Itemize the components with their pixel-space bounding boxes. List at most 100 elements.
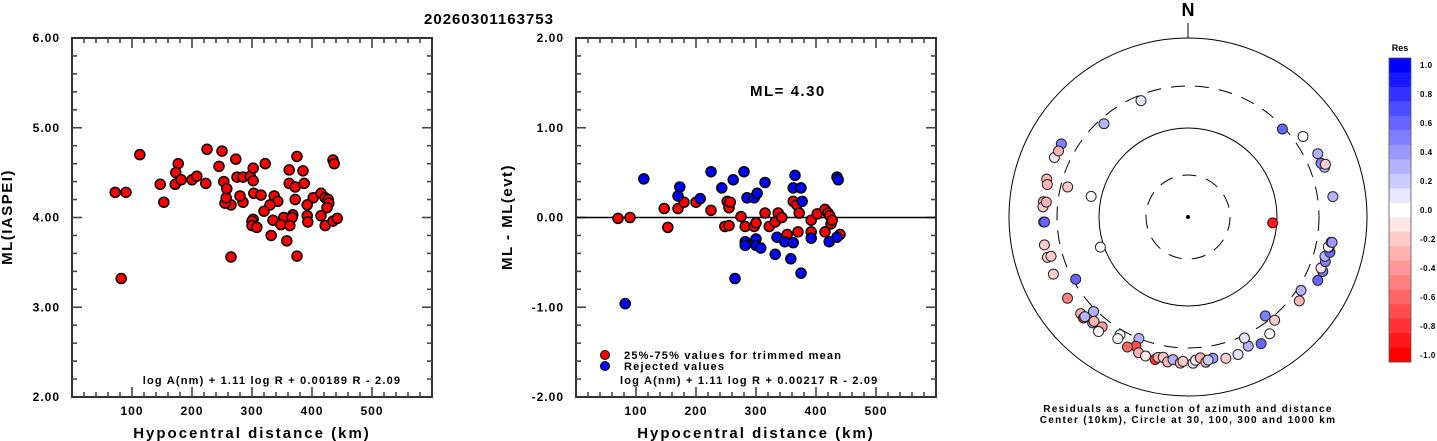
colorbar-label: 0.0	[1420, 206, 1433, 215]
station-marker	[1327, 191, 1339, 203]
data-point	[283, 164, 295, 176]
station-marker	[1052, 145, 1064, 157]
trimmed-point	[724, 196, 736, 208]
trimmed-point	[826, 214, 838, 226]
station-marker	[1312, 274, 1324, 286]
station-marker	[1293, 295, 1305, 307]
magnitude-plot-ticks	[72, 38, 432, 397]
data-point	[225, 251, 237, 263]
data-point	[289, 193, 301, 206]
y-tick-label: 2.00	[33, 390, 60, 404]
y-tick-label: 5.00	[33, 121, 60, 135]
colorbar-label: -0.8	[1420, 322, 1436, 331]
station-marker	[1259, 310, 1271, 322]
rejected-point	[805, 232, 817, 244]
legend-label-trimmed: 25%-75% values for trimmed mean	[624, 350, 842, 362]
trimmed-point	[735, 210, 747, 223]
trimmed-point	[658, 202, 670, 215]
station-marker	[1079, 311, 1091, 323]
data-point	[255, 189, 267, 201]
trimmed-point	[723, 219, 735, 232]
data-point	[221, 183, 233, 195]
ring-1000km	[1008, 37, 1368, 397]
rejected-point	[787, 236, 799, 249]
station-marker	[1045, 250, 1057, 262]
colorbar-label: 0.2	[1420, 177, 1433, 186]
data-point	[216, 145, 228, 157]
residual-plot-y-tick-labels: -2.00 -1.00 0.00 1.00 2.00	[532, 31, 563, 404]
x-tick-label: 100	[120, 404, 143, 418]
station-marker	[1040, 196, 1052, 208]
rejected-point	[795, 182, 807, 194]
data-point	[321, 201, 333, 214]
x-tick-label: 200	[684, 404, 707, 418]
rejected-point	[755, 242, 767, 254]
station-marker	[1202, 354, 1214, 366]
data-point	[315, 209, 327, 222]
residual-plot-x-tick-labels: 100 200 300 400 500	[624, 404, 886, 418]
colorbar-band	[1389, 202, 1411, 218]
residual-plot-x-label: Hypocentral distance (km)	[637, 425, 875, 441]
azimuth-plot-stations	[1037, 95, 1339, 369]
residual-plot-formula: log A(nm) + 1.11 log R + 0.00217 R - 2.0…	[620, 375, 879, 387]
legend-marker-trimmed	[600, 350, 610, 360]
station-marker	[1041, 179, 1053, 191]
legend-marker-rejected	[600, 361, 610, 371]
colorbar-band	[1389, 144, 1411, 160]
station-marker	[1238, 332, 1250, 344]
data-point	[158, 196, 170, 208]
rejected-point	[759, 176, 771, 189]
data-point	[331, 212, 343, 225]
station-marker	[1319, 158, 1331, 170]
center-dot	[1186, 215, 1190, 219]
data-point	[213, 160, 225, 173]
colorbar-label: -1.0	[1420, 351, 1436, 360]
magnitude-plot-y-tick-labels: 2.00 3.00 4.00 5.00 6.00	[33, 31, 60, 404]
colorbar-band	[1389, 304, 1411, 320]
data-point	[115, 272, 127, 285]
station-marker	[1061, 292, 1073, 304]
colorbar-band	[1389, 275, 1411, 291]
data-point	[328, 157, 340, 170]
rejected-point	[619, 297, 631, 310]
station-marker	[1112, 333, 1124, 345]
colorbar-label: 0.4	[1420, 148, 1433, 157]
station-marker	[1088, 305, 1100, 317]
residual-plot: 100 200 300 400 500 -2.00 -1.00 0.00 1.00 2.00 M…	[499, 31, 937, 441]
station-marker	[1135, 95, 1147, 107]
data-point	[154, 178, 166, 191]
magnitude-plot-y-label: ML(IASPEI)	[0, 169, 16, 265]
trimmed-point	[624, 211, 636, 224]
azimuth-caption-line2: Center (10km), Circle at 30, 100, 300 an…	[1040, 415, 1337, 426]
station-marker	[1070, 273, 1082, 285]
colorbar-band	[1389, 72, 1411, 88]
data-point	[284, 219, 296, 232]
station-marker	[1267, 217, 1279, 229]
colorbar-band	[1389, 115, 1411, 131]
data-point	[297, 165, 309, 177]
figure-title: 20260301163753	[424, 11, 554, 28]
station-marker	[1038, 239, 1050, 251]
data-point	[200, 177, 212, 190]
residual-plot-points	[612, 165, 846, 310]
colorbar-label: -0.2	[1420, 235, 1436, 244]
data-point	[301, 199, 313, 211]
rejected-point	[727, 174, 739, 186]
residual-plot-y-label: ML - ML(evt)	[499, 164, 516, 270]
colorbar-bands	[1389, 58, 1411, 363]
data-point	[191, 170, 203, 182]
colorbar-band	[1389, 333, 1411, 349]
data-point	[175, 174, 187, 186]
station-marker	[1232, 348, 1244, 360]
trimmed-point	[793, 207, 805, 219]
x-tick-label: 500	[360, 404, 383, 418]
data-point	[298, 177, 310, 190]
station-marker	[1121, 341, 1133, 353]
magnitude-plot-x-label: Hypocentral distance (km)	[133, 425, 371, 441]
data-point	[201, 143, 213, 156]
magnitude-plot-x-tick-labels: 100 200 300 400 500	[120, 404, 383, 418]
data-point	[265, 229, 277, 242]
colorbar-label: 0.8	[1420, 90, 1433, 99]
x-tick-label: 100	[624, 404, 647, 418]
